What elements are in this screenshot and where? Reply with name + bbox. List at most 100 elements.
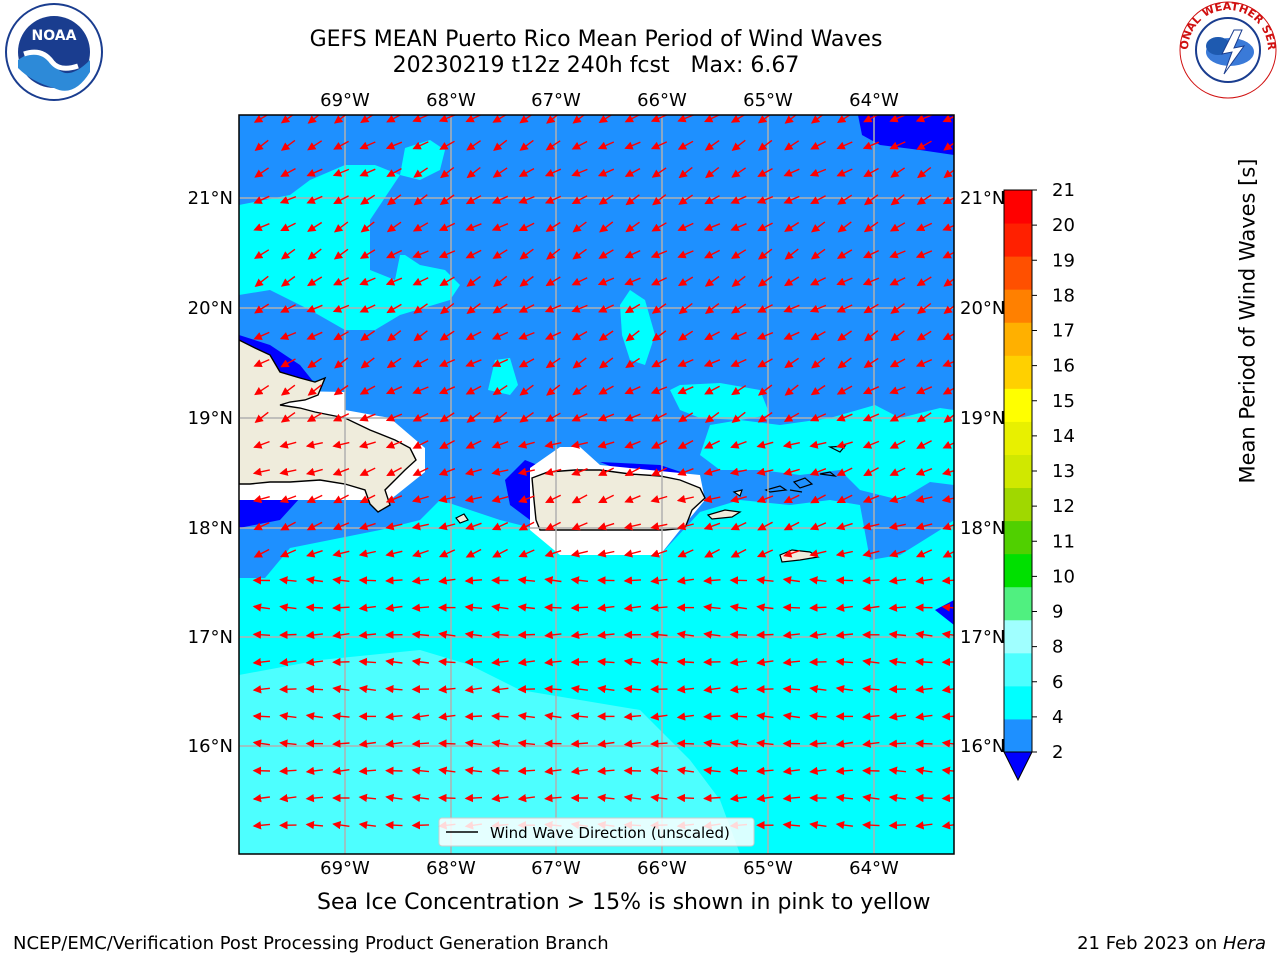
wind-arrow xyxy=(784,140,800,151)
wind-arrow xyxy=(332,684,350,694)
wind-arrow xyxy=(731,385,747,396)
wind-arrow xyxy=(729,712,748,721)
wind-arrow xyxy=(862,712,880,721)
wind-arrow xyxy=(411,657,429,667)
wind-arrow xyxy=(465,385,482,395)
wind-arrow xyxy=(809,522,827,531)
wind-arrow xyxy=(598,357,614,369)
wind-arrow xyxy=(307,384,322,396)
colorbar-tick-label: 19 xyxy=(1052,250,1075,271)
wind-arrow xyxy=(623,712,642,721)
wind-arrow xyxy=(570,766,588,776)
wind-arrow xyxy=(782,630,800,640)
wind-arrow xyxy=(703,630,721,639)
wind-arrow xyxy=(757,222,773,232)
colorbar-band xyxy=(1004,289,1032,323)
wind-arrow xyxy=(809,766,827,776)
colorbar-tick-label: 16 xyxy=(1052,356,1075,377)
colorbar-band xyxy=(1004,718,1032,753)
wind-arrow xyxy=(943,414,954,423)
wind-arrow xyxy=(862,657,880,667)
wind-arrow xyxy=(252,685,270,694)
wind-arrow xyxy=(676,576,694,585)
wind-arrow xyxy=(438,685,456,694)
wind-arrow xyxy=(280,412,296,423)
wind-arrow xyxy=(915,250,933,259)
footer-date: 21 Feb 2023 on Hera xyxy=(1077,933,1266,954)
wind-arrow xyxy=(572,221,587,233)
wind-arrow xyxy=(465,548,482,558)
lat-label-left-3: 18°N xyxy=(188,518,233,539)
wind-arrow xyxy=(252,793,270,803)
wind-arrow xyxy=(572,384,587,396)
wind-arrow xyxy=(730,548,747,558)
wind-arrow xyxy=(835,739,853,748)
lat-label-left-4: 17°N xyxy=(188,627,233,648)
wind-arrow xyxy=(915,630,933,639)
wind-arrow xyxy=(915,386,933,395)
field-band-6-8 xyxy=(239,650,740,854)
wind-arrow xyxy=(624,167,641,177)
wind-arrow xyxy=(491,603,509,612)
wind-arrow xyxy=(678,166,693,179)
wind-arrow xyxy=(704,249,721,259)
wind-arrow xyxy=(280,275,296,287)
wind-arrow xyxy=(915,576,933,585)
wind-arrow xyxy=(703,359,721,368)
wind-arrow xyxy=(305,603,324,612)
colorbar-band xyxy=(1004,388,1032,422)
wind-arrow xyxy=(703,739,721,748)
wind-arrow xyxy=(412,222,429,232)
chart-title-line1: GEFS MEAN Puerto Rico Mean Period of Win… xyxy=(309,27,883,52)
wind-arrow xyxy=(386,303,402,314)
wind-arrow xyxy=(756,793,774,803)
colorbar-band xyxy=(1004,454,1032,489)
wind-arrow xyxy=(518,521,535,531)
wind-arrow xyxy=(676,630,694,639)
wind-arrow xyxy=(385,657,403,667)
wind-arrow xyxy=(836,277,853,286)
wind-arrow xyxy=(676,685,695,694)
wind-arrow xyxy=(941,793,954,803)
wind-arrow xyxy=(915,494,933,504)
wind-arrow xyxy=(916,140,932,150)
wind-arrow xyxy=(360,194,376,205)
wind-arrow xyxy=(836,249,853,259)
wind-arrow xyxy=(544,440,562,449)
wind-arrow xyxy=(624,303,641,314)
nws-logo: NATIONAL WEATHER SERVICE xyxy=(1173,0,1278,100)
footer-host: Hera xyxy=(1222,933,1266,954)
wind-arrow xyxy=(757,384,773,396)
wind-arrow xyxy=(412,386,429,395)
wind-arrow xyxy=(941,576,954,585)
wind-arrow xyxy=(782,793,801,803)
wind-arrow xyxy=(915,685,933,694)
wind-arrow xyxy=(810,330,826,341)
wind-arrow xyxy=(705,166,720,179)
wind-arrow xyxy=(835,603,853,612)
wind-arrow xyxy=(597,413,615,422)
wind-arrow xyxy=(597,277,615,286)
wind-arrow xyxy=(915,468,933,476)
wind-arrow xyxy=(597,739,615,748)
wind-arrow xyxy=(544,195,562,204)
wind-arrow xyxy=(333,384,349,396)
wind-arrow xyxy=(836,467,853,476)
wind-arrow xyxy=(650,712,668,721)
wind-arrow xyxy=(411,821,430,830)
wind-arrow xyxy=(836,304,853,313)
wind-arrow xyxy=(385,413,403,422)
wind-arrow xyxy=(385,549,403,558)
wind-arrow xyxy=(650,115,668,123)
wind-arrow xyxy=(411,522,429,531)
wind-arrow xyxy=(811,357,826,369)
wind-arrow xyxy=(439,194,455,206)
wind-arrow xyxy=(465,440,482,449)
wind-arrow xyxy=(546,248,561,260)
wind-arrow xyxy=(438,522,456,531)
wind-arrow xyxy=(784,357,799,369)
wind-arrow xyxy=(652,194,667,206)
wind-arrow xyxy=(624,277,641,286)
wind-arrow xyxy=(493,411,508,423)
wind-arrow xyxy=(517,576,536,585)
